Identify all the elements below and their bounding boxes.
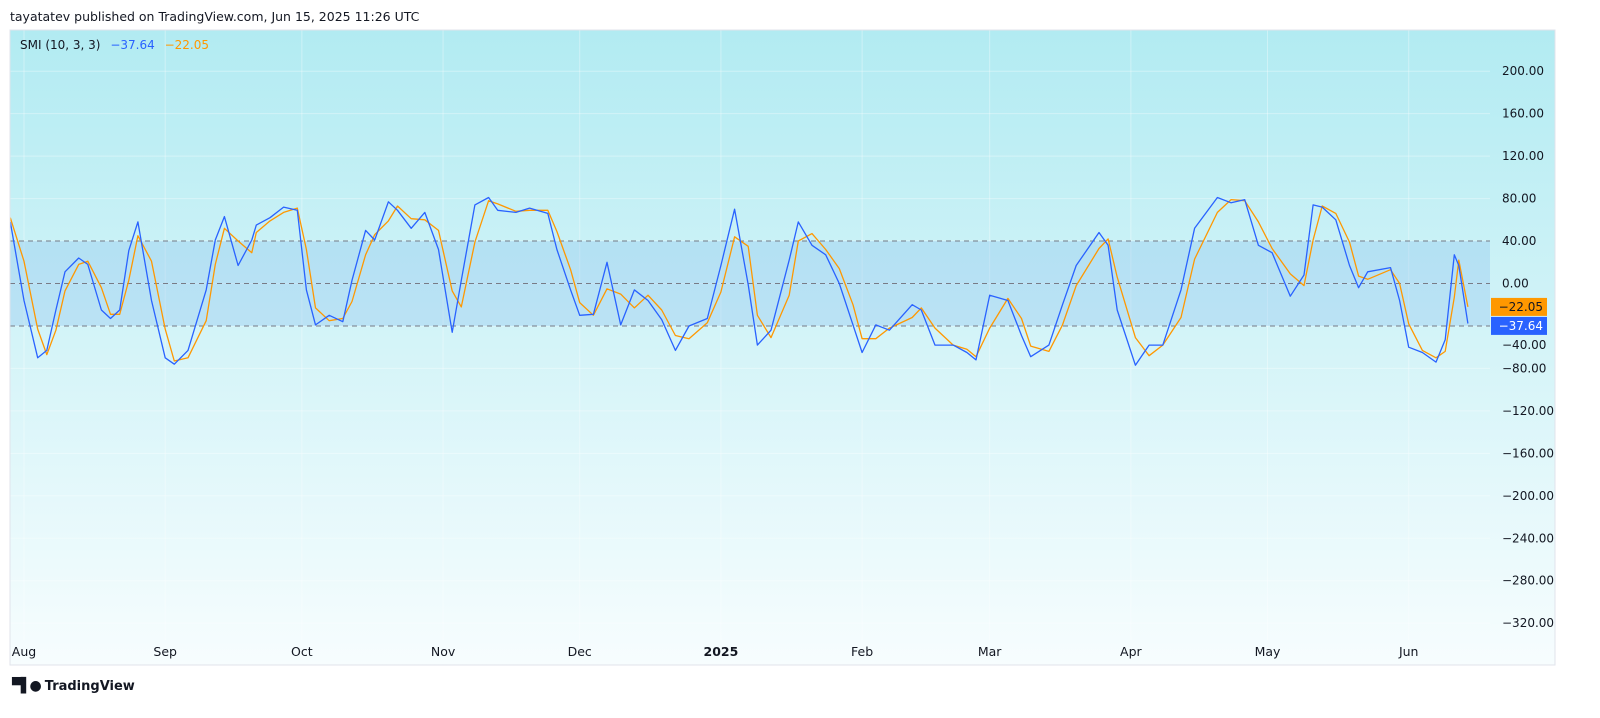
y-tick-label: 40.00 [1502,234,1536,248]
x-tick-label: 2025 [704,644,739,659]
smi-last-value-label: −37.64 [1499,319,1543,333]
y-tick-label: 160.00 [1502,107,1544,121]
signal-value: −22.05 [164,38,209,52]
y-tick-label: −320.00 [1502,616,1554,630]
x-tick-label: Mar [978,644,1002,659]
x-tick-label: Aug [12,644,36,659]
x-tick-label: Jun [1398,644,1419,659]
y-tick-label: 200.00 [1502,64,1544,78]
signal-last-value-label-bg [1491,297,1547,316]
y-tick-label: −280.00 [1502,574,1554,588]
chart-border [9,29,1556,666]
smi-value: −37.64 [110,38,155,52]
x-tick-label: Apr [1120,644,1142,659]
smi-last-value-label-bg [1491,316,1547,335]
footer-brand: TradingView [44,678,135,694]
publish-info: tayatatev published on TradingView.com, … [10,9,420,24]
x-tick-label: Sep [153,644,177,659]
x-tick-label: Oct [291,644,313,659]
y-tick-label: −240.00 [1502,531,1554,545]
y-tick-label: −120.00 [1502,404,1554,418]
y-tick-label: 0.00 [1502,277,1529,291]
indicator-legend[interactable]: SMI (10, 3, 3) −37.64 −22.05 [20,38,215,52]
x-tick-label: May [1255,644,1281,659]
indicator-name: SMI (10, 3, 3) [20,38,101,52]
x-tick-label: Nov [431,644,456,659]
y-tick-label: −160.00 [1502,446,1554,460]
signal-last-value-label: −22.05 [1499,300,1543,314]
tradingview-logo[interactable]: ▀▌● TradingView [12,678,135,694]
smi-line [9,196,1469,366]
y-tick-label: 120.00 [1502,149,1544,163]
y-tick-label: −200.00 [1502,489,1554,503]
y-tick-label: −40.00 [1502,338,1546,352]
tv-logo-icon: ▀▌● [12,678,42,694]
y-tick-label: 80.00 [1502,192,1536,206]
y-tick-label: −80.00 [1502,361,1546,375]
x-tick-label: Feb [851,644,873,659]
x-tick-label: Dec [568,644,592,659]
chart-background [10,30,1555,665]
